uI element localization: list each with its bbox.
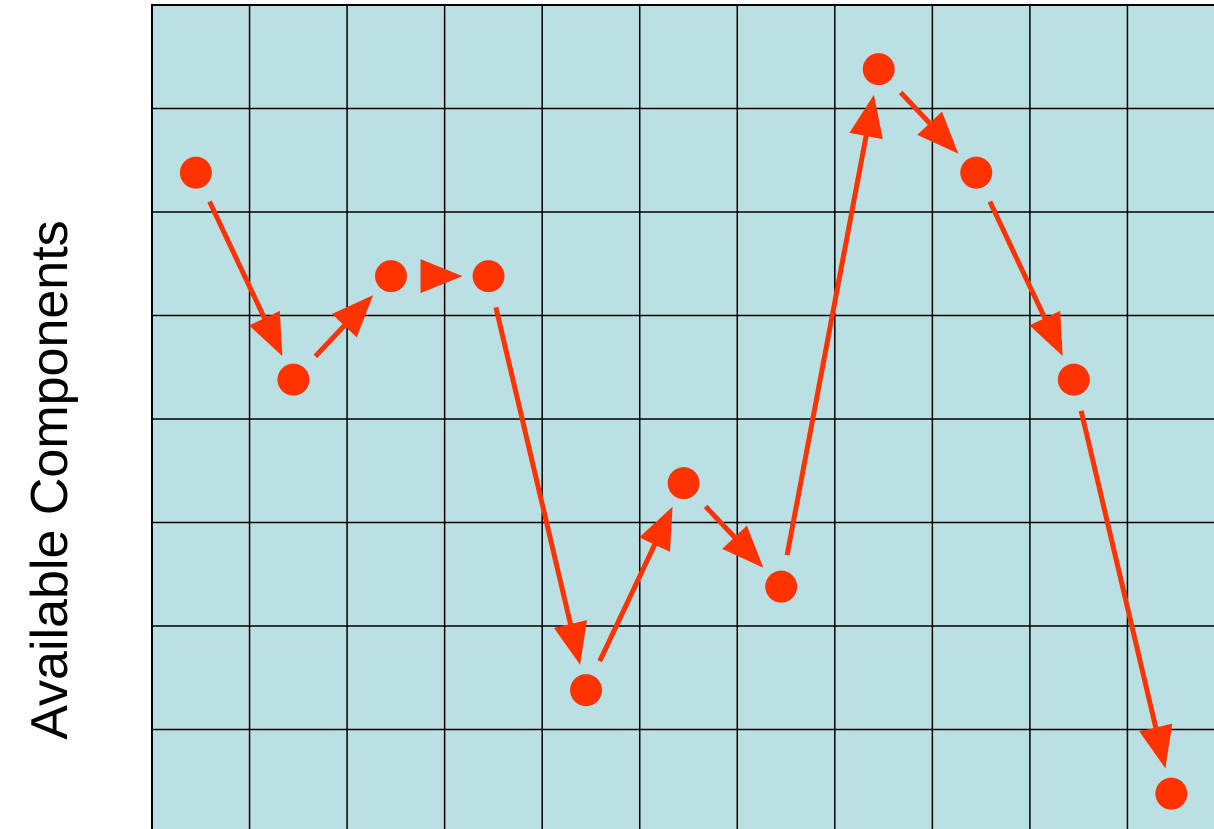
arrow-shaft [703,504,738,541]
arrow [703,504,764,568]
arrow-head [553,620,588,665]
data-point [1057,363,1090,396]
data-point [862,53,895,86]
data-point [667,467,700,500]
data-point [277,363,310,396]
data-point [179,156,212,189]
arrow-head [849,94,883,140]
arrow-head [249,310,283,357]
data-point [765,570,798,603]
arrow-shaft [207,200,268,322]
arrow [493,306,588,665]
arrow-head [722,525,764,568]
arrow-head [1139,723,1173,769]
arrow [898,90,959,154]
arrow [420,259,463,294]
data-point [374,260,407,293]
arrow [784,94,883,556]
arrow [207,200,283,357]
arrow-shaft [784,133,869,556]
arrow [987,200,1063,357]
arrow-head [420,259,463,294]
arrow-head [639,506,673,552]
arrow-head [1029,310,1063,357]
arrow [1078,410,1173,769]
arrow-shaft [898,90,933,127]
point-series [179,53,1188,810]
arrow-shaft [1078,410,1159,731]
data-point [570,674,603,707]
arrow-head [917,111,959,154]
data-point [472,260,505,293]
arrow [313,295,374,359]
arrow-shaft [597,541,658,663]
arrow-head [331,295,374,338]
arrow-shaft [987,200,1048,322]
data-point [960,156,993,189]
data-point [1155,777,1188,810]
arrow-shaft [493,306,574,627]
arrow-shaft [313,322,348,359]
arrow-series [207,90,1173,769]
plot-background [151,4,1214,829]
grid-lines [152,5,1214,829]
arrow [597,506,673,663]
